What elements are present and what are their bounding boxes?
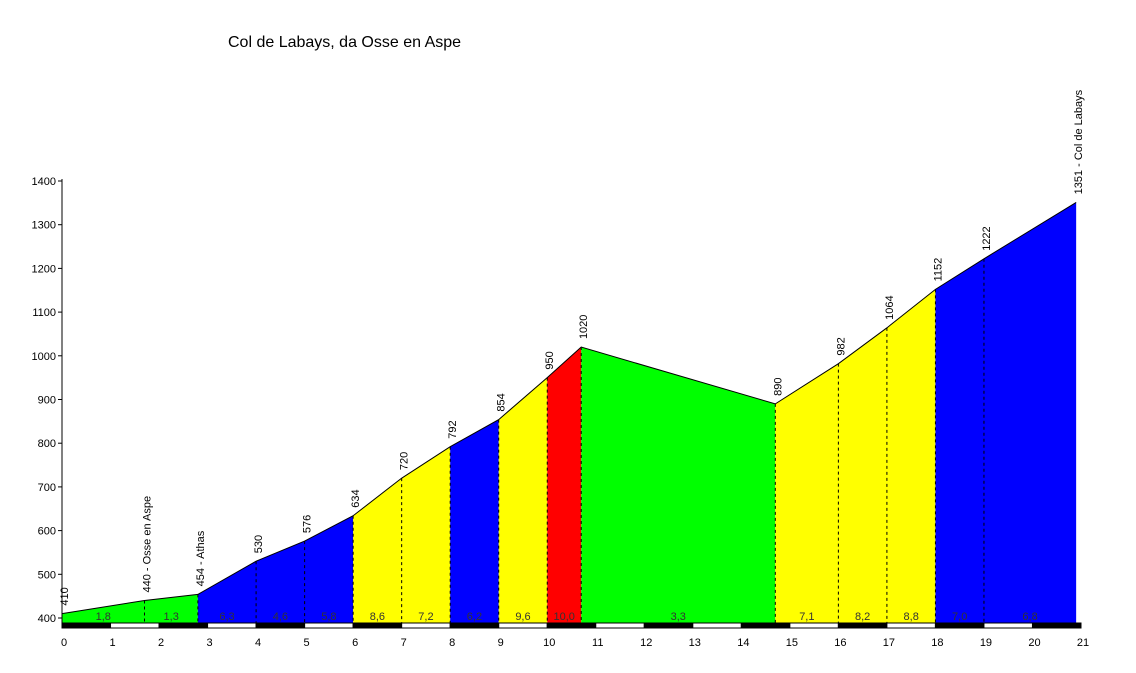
x-tick-label: 18 xyxy=(931,637,943,649)
profile-segment-8 xyxy=(935,202,1077,623)
x-tick-label: 21 xyxy=(1077,637,1089,649)
x-tick-label: 16 xyxy=(834,637,846,649)
y-tick-label: 1000 xyxy=(32,351,56,363)
km-bar-segment xyxy=(740,622,791,629)
elevation-label: 1351 - Col de Labays xyxy=(1073,89,1085,194)
km-bar-segment xyxy=(498,622,548,629)
gradient-label: 8,2 xyxy=(855,611,870,623)
elevation-label: 854 xyxy=(496,393,508,411)
y-tick-label: 900 xyxy=(38,395,56,407)
elevation-label: 950 xyxy=(544,351,556,369)
x-tick-label: 2 xyxy=(158,637,164,649)
gradient-label: 9,6 xyxy=(515,611,530,623)
gradient-label: 7,0 xyxy=(952,611,967,623)
y-tick-label: 800 xyxy=(38,438,56,450)
km-bar-segment xyxy=(886,622,936,629)
km-bar-segment xyxy=(207,622,257,629)
elevation-label: 634 xyxy=(350,489,362,507)
y-tick-label: 700 xyxy=(38,482,56,494)
elevation-label: 792 xyxy=(447,420,459,438)
gradient-label: 6,3 xyxy=(219,611,234,623)
y-tick-label: 500 xyxy=(38,569,56,581)
y-tick-label: 600 xyxy=(38,526,56,538)
gradient-label: 6,2 xyxy=(467,611,482,623)
km-bar-segment xyxy=(401,622,451,629)
elevation-label: 410 xyxy=(59,587,71,605)
x-tick-label: 4 xyxy=(255,637,261,649)
km-bar-segment xyxy=(643,622,694,629)
elevation-label: 440 - Osse en Aspe xyxy=(141,496,153,593)
gradient-label: 6,8 xyxy=(1022,611,1037,623)
x-tick-label: 17 xyxy=(883,637,895,649)
km-bar-segment xyxy=(1031,622,1082,629)
gradient-label: 5,8 xyxy=(321,611,336,623)
profile-segment-5 xyxy=(547,347,582,623)
gradient-label: 3,3 xyxy=(671,611,686,623)
profile-segment-4 xyxy=(498,377,548,623)
y-tick-label: 1200 xyxy=(32,263,56,275)
profile-segment-6 xyxy=(581,347,776,623)
profile-segment-3 xyxy=(450,419,499,623)
elevation-label: 576 xyxy=(302,515,314,533)
y-tick-label: 1300 xyxy=(32,220,56,232)
gradient-label: 10,0 xyxy=(554,611,575,623)
elevation-label: 530 xyxy=(253,535,265,553)
y-tick-label: 1100 xyxy=(32,307,56,319)
km-bar-segment xyxy=(158,622,209,629)
x-tick-label: 11 xyxy=(592,637,603,649)
km-bar-segment xyxy=(837,622,888,629)
km-bar-segment xyxy=(595,622,645,629)
x-tick-label: 6 xyxy=(352,637,358,649)
x-tick-label: 19 xyxy=(980,637,992,649)
gradient-label: 7,2 xyxy=(418,611,433,623)
km-bar-segment xyxy=(255,622,306,629)
profile-segment-0 xyxy=(62,594,198,623)
elevation-label: 890 xyxy=(772,378,784,396)
x-tick-label: 15 xyxy=(786,637,798,649)
km-bar-segment xyxy=(789,622,839,629)
x-tick-label: 14 xyxy=(737,637,749,649)
gradient-label: 1,8 xyxy=(96,611,111,623)
elevation-label: 1152 xyxy=(932,258,944,282)
gradient-label: 8,6 xyxy=(370,611,385,623)
x-tick-label: 9 xyxy=(498,637,504,649)
gradient-label: 7,1 xyxy=(799,611,814,623)
elevation-label: 1064 xyxy=(884,295,896,319)
gradient-label: 1,3 xyxy=(164,611,179,623)
y-tick-label: 1400 xyxy=(32,176,56,188)
km-bar-segment xyxy=(546,622,597,629)
x-tick-label: 5 xyxy=(304,637,310,649)
profile-segment-1 xyxy=(197,515,354,623)
km-bar-segment xyxy=(61,622,112,629)
y-tick-label: 400 xyxy=(38,613,56,625)
km-bar-segment xyxy=(449,622,500,629)
elevation-label: 454 - Athas xyxy=(195,530,207,586)
x-tick-label: 0 xyxy=(61,637,67,649)
x-tick-label: 3 xyxy=(207,637,213,649)
x-tick-label: 20 xyxy=(1028,637,1040,649)
x-tick-label: 1 xyxy=(109,637,115,649)
km-bar-segment xyxy=(352,622,403,629)
km-bar-segment xyxy=(934,622,985,629)
profile-segment-7 xyxy=(775,289,936,623)
km-bar-segment xyxy=(692,622,742,629)
km-bar-segment xyxy=(983,622,1033,629)
km-bar-segment xyxy=(304,622,354,629)
x-tick-label: 8 xyxy=(449,637,455,649)
x-tick-label: 7 xyxy=(401,637,407,649)
elevation-label: 720 xyxy=(399,452,411,470)
km-bar-segment xyxy=(110,622,160,629)
chart-title: Col de Labays, da Osse en Aspe xyxy=(228,34,462,51)
elevation-label: 1222 xyxy=(981,226,993,250)
elevation-label: 1020 xyxy=(578,315,590,339)
x-tick-label: 13 xyxy=(689,637,701,649)
x-tick-label: 12 xyxy=(640,637,652,649)
x-tick-label: 10 xyxy=(543,637,555,649)
elevation-label: 982 xyxy=(835,337,847,355)
gradient-label: 8,8 xyxy=(904,611,919,623)
gradient-label: 4,6 xyxy=(273,611,288,623)
